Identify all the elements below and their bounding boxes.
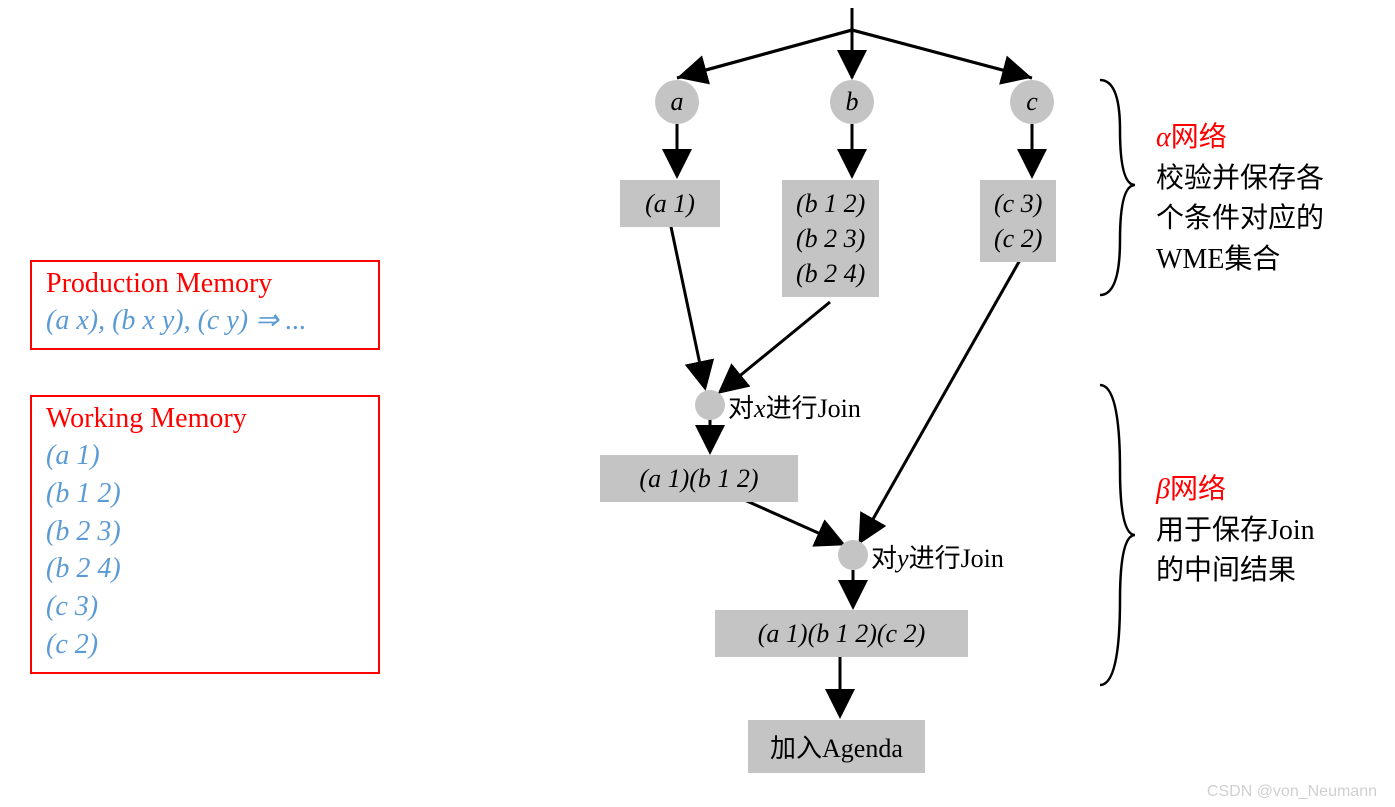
wm-item-4: (c 3) [46, 588, 364, 626]
watermark: CSDN @von_Neumann [1207, 783, 1377, 801]
join-node-x [695, 390, 725, 420]
alpha-title: 网络 [1171, 122, 1227, 153]
production-memory-rule: (a x), (b x y), (c y) ⇒ ... [46, 302, 364, 340]
wm-item-5: (c 2) [46, 626, 364, 664]
beta-greek: β [1156, 474, 1170, 505]
alpha-memory-c: (c 3) (c 2) [980, 180, 1056, 262]
alpha-desc-2: 个条件对应的 [1156, 203, 1324, 234]
alpha-greek: α [1156, 122, 1171, 153]
production-memory-box: Production Memory (a x), (b x y), (c y) … [30, 260, 380, 350]
alpha-desc-1: 校验并保存各 [1156, 163, 1324, 194]
join-y-var: y [897, 544, 909, 573]
alpha-mem-b-line-0: (b 1 2) [796, 186, 865, 221]
alpha-node-b: b [830, 80, 874, 124]
alpha-desc-3: WME集合 [1156, 244, 1280, 275]
wm-item-2: (b 2 3) [46, 513, 364, 551]
alpha-mem-c-line-1: (c 2) [994, 221, 1042, 256]
wm-item-0: (a 1) [46, 437, 364, 475]
join-y-prefix: 对 [871, 544, 897, 573]
working-memory-box: Working Memory (a 1) (b 1 2) (b 2 3) (b … [30, 395, 380, 674]
production-memory-title: Production Memory [46, 268, 364, 300]
wm-item-3: (b 2 4) [46, 550, 364, 588]
alpha-mem-b-line-2: (b 2 4) [796, 256, 865, 291]
beta-network-label: β网络 用于保存Join 的中间结果 [1156, 470, 1315, 592]
beta-memory-2: (a 1)(b 1 2)(c 2) [715, 610, 968, 657]
beta-title: 网络 [1170, 474, 1226, 505]
alpha-memory-a: (a 1) [620, 180, 720, 227]
alpha-mem-a-line-0: (a 1) [634, 186, 706, 221]
join-x-var: x [754, 394, 766, 423]
join-y-suffix: 进行Join [909, 544, 1004, 573]
wm-item-1: (b 1 2) [46, 475, 364, 513]
join-x-suffix: 进行Join [766, 394, 861, 423]
working-memory-title: Working Memory [46, 403, 364, 435]
join-node-y [838, 540, 868, 570]
agenda-box: 加入Agenda [748, 720, 925, 773]
join-x-prefix: 对 [728, 394, 754, 423]
beta-memory-1: (a 1)(b 1 2) [600, 455, 798, 502]
beta-desc-1: 用于保存Join [1156, 515, 1315, 546]
alpha-mem-b-line-1: (b 2 3) [796, 221, 865, 256]
alpha-mem-c-line-0: (c 3) [994, 186, 1042, 221]
beta-desc-2: 的中间结果 [1156, 555, 1296, 586]
join-label-y: 对y进行Join [871, 538, 1004, 575]
alpha-network-label: α网络 校验并保存各 个条件对应的 WME集合 [1156, 118, 1324, 280]
alpha-memory-b: (b 1 2) (b 2 3) (b 2 4) [782, 180, 879, 297]
rete-diagram: a b c (a 1) (b 1 2) (b 2 3) (b 2 4) (c 3… [560, 0, 1390, 807]
alpha-node-a: a [655, 80, 699, 124]
join-label-x: 对x进行Join [728, 388, 861, 425]
alpha-node-c: c [1010, 80, 1054, 124]
